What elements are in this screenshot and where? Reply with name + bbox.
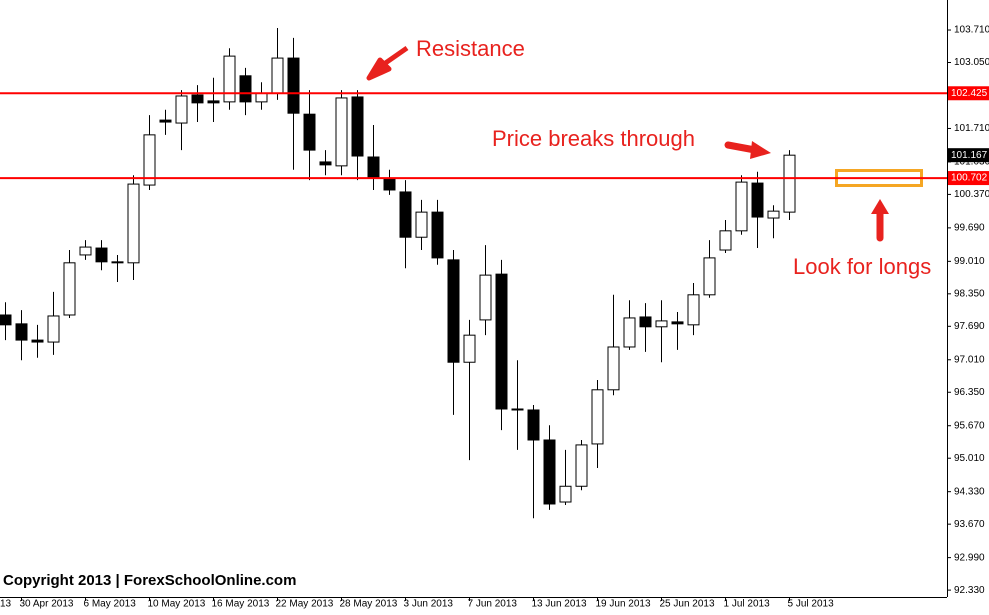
- last-price-label: 101.167: [951, 150, 988, 161]
- y-tick-label: 101.710: [954, 123, 989, 134]
- candle-body: [735, 181, 748, 232]
- candle-body: [543, 439, 556, 505]
- copyright: Copyright 2013 | ForexSchoolOnline.com: [3, 572, 296, 589]
- candle-body: [447, 259, 460, 363]
- candle-body: [671, 321, 684, 325]
- level-label-box: [948, 86, 989, 101]
- candle-body: [575, 444, 588, 487]
- x-tick-label: 7 Jun 2013: [468, 599, 518, 610]
- x-tick-label: 25 Jun 2013: [660, 599, 715, 610]
- candle-body: [255, 92, 268, 103]
- y-tick-label: 99.010: [954, 256, 985, 267]
- candle-body: [767, 210, 780, 219]
- arrow: [724, 141, 759, 154]
- x-tick-label: 16 May 2013: [212, 599, 270, 610]
- candle-body: [287, 57, 300, 114]
- candle-body: [591, 389, 604, 445]
- candle-body: [639, 316, 652, 328]
- x-tick-label: 13 Jun 2013: [532, 599, 587, 610]
- x-tick-label: 6 May 2013: [84, 599, 137, 610]
- candle-body: [159, 119, 172, 123]
- y-tick-label: 93.670: [954, 519, 985, 530]
- arrow: [366, 45, 409, 81]
- y-tick-label: 100.370: [954, 189, 989, 200]
- candle-body: [63, 262, 76, 316]
- arrow: [871, 199, 889, 214]
- candle-body: [559, 485, 572, 503]
- candle-body: [47, 315, 60, 343]
- candle-body: [319, 161, 332, 166]
- candle-body: [495, 273, 508, 410]
- candle-body: [479, 274, 492, 321]
- y-tick-label: 95.670: [954, 420, 985, 431]
- candle-body: [399, 191, 412, 238]
- x-tick-label: 13: [0, 599, 12, 610]
- x-tick-label: 10 May 2013: [148, 599, 206, 610]
- last-price-box: [948, 148, 989, 163]
- candle-body: [175, 95, 188, 124]
- arrow: [750, 141, 771, 159]
- candle-body: [191, 94, 204, 104]
- y-tick-label: 99.690: [954, 223, 985, 234]
- level-label: 100.702: [951, 173, 988, 184]
- y-tick-label: 97.010: [954, 354, 985, 365]
- candle-body: [607, 346, 620, 391]
- candle-body: [415, 211, 428, 238]
- annotation-breaks: Price breaks through: [492, 126, 695, 151]
- candle-body: [95, 247, 108, 263]
- level-label: 102.425: [951, 88, 988, 99]
- candle-body: [383, 177, 396, 191]
- candle-body: [719, 230, 732, 251]
- candle-body: [271, 57, 284, 94]
- candle-body: [527, 409, 540, 441]
- y-tick-label: 98.350: [954, 288, 985, 299]
- x-tick-label: 30 Apr 2013: [20, 599, 74, 610]
- candle-body: [79, 246, 92, 256]
- candle-body: [511, 408, 524, 411]
- candle-body: [783, 154, 796, 213]
- candle-body: [463, 334, 476, 363]
- y-tick-label: 92.990: [954, 552, 985, 563]
- candle-body: [431, 211, 444, 259]
- x-tick-label: 28 May 2013: [340, 599, 398, 610]
- y-tick-label: 94.330: [954, 486, 985, 497]
- x-tick-label: 19 Jun 2013: [596, 599, 651, 610]
- candle-body: [127, 183, 140, 264]
- candle-body: [687, 294, 700, 326]
- candle-body: [367, 156, 380, 179]
- candle-body: [751, 182, 764, 218]
- x-tick-label: 3 Jun 2013: [404, 599, 454, 610]
- x-tick-label: 1 Jul 2013: [724, 599, 771, 610]
- annotation-longs: Look for longs: [793, 254, 931, 279]
- candle-body: [223, 55, 236, 103]
- y-tick-label: 95.010: [954, 453, 985, 464]
- candle-body: [655, 320, 668, 328]
- candle-body: [31, 339, 44, 343]
- candle-body: [351, 96, 364, 157]
- candle-body: [303, 113, 316, 151]
- y-tick-label: 103.710: [954, 25, 989, 36]
- y-tick-label: 103.050: [954, 57, 989, 68]
- candle-body: [111, 261, 124, 264]
- candle-body: [703, 257, 716, 296]
- x-tick-label: 22 May 2013: [276, 599, 334, 610]
- candle-body: [143, 134, 156, 186]
- x-tick-label: 5 Jul 2013: [788, 599, 835, 610]
- level-label-box: [948, 171, 989, 186]
- candle-body: [0, 314, 12, 326]
- y-tick-label: 96.350: [954, 387, 985, 398]
- annotation-resistance: Resistance: [416, 36, 525, 61]
- candle-body: [15, 323, 28, 341]
- candle-body: [239, 75, 252, 103]
- marks: [0, 28, 796, 519]
- y-tick-label: 97.690: [954, 321, 985, 332]
- candle-body: [207, 100, 220, 104]
- candle-body: [623, 317, 636, 348]
- candle-body: [335, 97, 348, 167]
- y-tick-label: 92.330: [954, 585, 985, 596]
